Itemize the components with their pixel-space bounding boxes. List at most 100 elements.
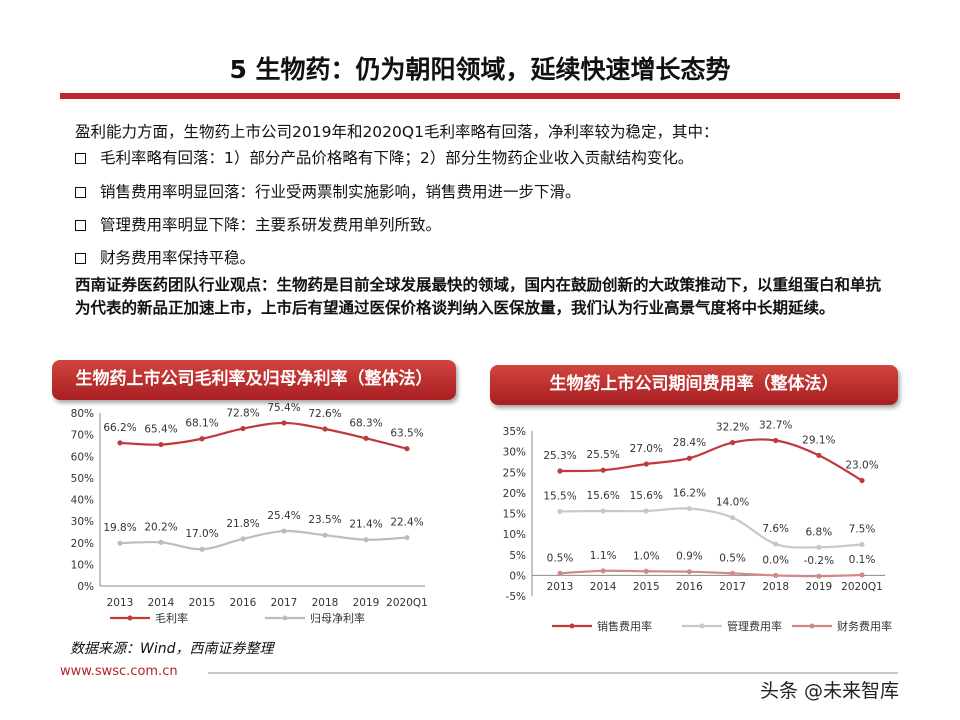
checkbox-bullet-icon bbox=[75, 253, 86, 264]
data-point bbox=[773, 572, 779, 578]
data-point bbox=[557, 508, 563, 515]
x-tick-label: 2020Q1 bbox=[841, 581, 883, 593]
data-label: 27.0% bbox=[630, 443, 663, 455]
legend-marker bbox=[282, 615, 288, 621]
data-label: 0.5% bbox=[719, 552, 746, 564]
y-tick-label: 35% bbox=[503, 426, 526, 438]
data-label: 66.2% bbox=[103, 422, 136, 434]
data-point bbox=[643, 568, 649, 574]
data-point bbox=[729, 570, 736, 576]
bullet-text: 财务费用率保持平稳。 bbox=[100, 249, 256, 267]
y-tick-label: 80% bbox=[71, 408, 94, 420]
data-label: 65.4% bbox=[144, 424, 177, 436]
x-tick-label: 2014 bbox=[148, 597, 175, 609]
data-label: 15.6% bbox=[630, 490, 663, 502]
data-label: 0.1% bbox=[849, 554, 876, 566]
data-label: 68.3% bbox=[349, 417, 382, 429]
y-tick-label: 10% bbox=[71, 559, 94, 571]
data-point bbox=[859, 541, 865, 548]
data-point bbox=[729, 439, 736, 446]
data-label: 0.9% bbox=[676, 551, 703, 563]
legend-marker bbox=[127, 615, 133, 621]
data-point bbox=[158, 441, 164, 448]
data-label: 20.2% bbox=[144, 521, 177, 533]
bullet-item: 销售费用率明显回落：行业受两票制实施影响，销售费用进一步下滑。 bbox=[75, 180, 581, 202]
y-tick-label: 50% bbox=[71, 473, 94, 485]
legend-label: 财务费用率 bbox=[837, 619, 892, 633]
data-source: 数据来源：Wind，西南证券整理 bbox=[70, 641, 274, 657]
website-link[interactable]: www.swsc.com.cn bbox=[60, 664, 178, 679]
legend-marker bbox=[699, 623, 705, 629]
data-label: 32.7% bbox=[759, 419, 792, 431]
data-point bbox=[600, 508, 606, 514]
data-label: 0.0% bbox=[762, 554, 789, 566]
checkbox-bullet-icon bbox=[75, 187, 86, 198]
checkbox-bullet-icon bbox=[75, 220, 86, 231]
x-tick-label: 2017 bbox=[271, 597, 298, 609]
bullet-item: 管理费用率明显下降：主要系研发费用单列所致。 bbox=[75, 213, 441, 235]
x-tick-label: 2015 bbox=[189, 597, 216, 609]
legend-label: 管理费用率 bbox=[727, 619, 782, 633]
data-point bbox=[158, 539, 164, 545]
data-label: 23.5% bbox=[308, 514, 341, 526]
x-tick-label: 2017 bbox=[719, 581, 746, 593]
x-tick-label: 2015 bbox=[633, 581, 660, 593]
data-point bbox=[117, 540, 123, 546]
data-label: 0.5% bbox=[547, 552, 574, 564]
chart2-title: 生物药上市公司期间费用率（整体法） bbox=[490, 365, 898, 405]
y-tick-label: 5% bbox=[509, 550, 526, 562]
x-tick-label: 2019 bbox=[805, 581, 832, 593]
data-point bbox=[773, 541, 779, 547]
x-tick-label: 2018 bbox=[762, 581, 789, 593]
data-label: 6.8% bbox=[806, 526, 833, 538]
x-tick-label: 2019 bbox=[353, 597, 380, 609]
data-label: 25.5% bbox=[586, 449, 619, 461]
data-label: 16.2% bbox=[673, 488, 706, 500]
data-point bbox=[404, 446, 410, 452]
data-point bbox=[281, 528, 287, 534]
data-point bbox=[240, 536, 246, 542]
y-tick-label: 0% bbox=[77, 581, 94, 593]
x-tick-label: 2016 bbox=[230, 597, 257, 609]
y-tick-label: 40% bbox=[71, 495, 94, 507]
y-tick-label: 0% bbox=[509, 570, 526, 582]
data-label: 1.1% bbox=[590, 550, 617, 562]
legend-label: 毛利率 bbox=[155, 611, 188, 625]
data-point bbox=[557, 468, 563, 474]
watermark: 头条 @未来智库 bbox=[760, 680, 900, 702]
title-divider bbox=[60, 93, 900, 99]
data-point bbox=[859, 572, 865, 578]
data-point bbox=[859, 477, 865, 484]
data-label: 15.5% bbox=[543, 490, 576, 502]
data-point bbox=[729, 515, 736, 521]
series-line-归母净利率 bbox=[119, 529, 408, 551]
data-label: 14.0% bbox=[716, 497, 749, 509]
data-label: 29.1% bbox=[802, 434, 835, 446]
data-label: 63.5% bbox=[390, 428, 423, 440]
data-label: 7.5% bbox=[849, 523, 876, 535]
y-tick-label: 60% bbox=[71, 451, 94, 463]
data-point bbox=[557, 570, 563, 576]
x-tick-label: 2018 bbox=[312, 597, 339, 609]
legend-label: 销售费用率 bbox=[597, 619, 652, 633]
data-point bbox=[686, 569, 693, 575]
data-point bbox=[363, 435, 369, 441]
data-label: 19.8% bbox=[103, 522, 136, 534]
x-tick-label: 2013 bbox=[107, 597, 134, 609]
data-point bbox=[600, 568, 606, 574]
y-tick-label: 70% bbox=[71, 430, 94, 442]
data-point bbox=[363, 537, 369, 543]
series-line-销售费用率 bbox=[559, 438, 863, 482]
data-label: -0.2% bbox=[804, 555, 834, 567]
series-line-管理费用率 bbox=[559, 507, 863, 549]
data-point bbox=[816, 544, 822, 550]
data-point bbox=[199, 436, 205, 442]
data-label: 25.3% bbox=[543, 450, 576, 462]
legend-marker bbox=[569, 623, 575, 629]
intro-text: 盈利能力方面，生物药上市公司2019年和2020Q1毛利率略有回落，净利率较为稳… bbox=[75, 123, 719, 141]
x-tick-label: 2014 bbox=[590, 581, 617, 593]
x-tick-label: 2016 bbox=[676, 581, 703, 593]
legend-marker bbox=[809, 623, 815, 629]
footer-divider bbox=[208, 672, 898, 674]
bullet-item: 毛利率略有回落：1）部分产品价格略有下降；2）部分生物药企业收入贡献结构变化。 bbox=[75, 146, 693, 168]
